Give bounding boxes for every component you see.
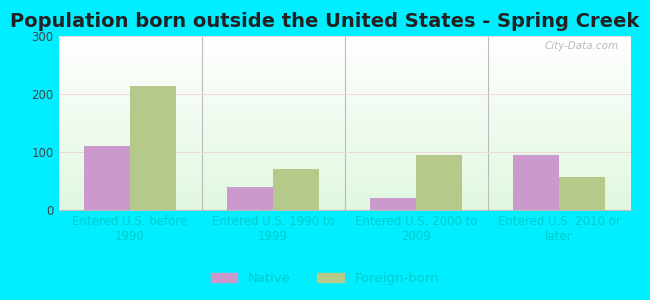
Text: Population born outside the United States - Spring Creek: Population born outside the United State… xyxy=(10,12,640,31)
Legend: Native, Foreign-born: Native, Foreign-born xyxy=(206,267,444,290)
Bar xyxy=(227,187,273,210)
Bar xyxy=(84,146,130,210)
Bar xyxy=(130,86,176,210)
Text: City-Data.com: City-Data.com xyxy=(545,41,619,51)
Bar xyxy=(559,177,604,210)
Bar xyxy=(514,155,559,210)
Bar xyxy=(273,169,318,210)
Bar xyxy=(416,155,462,210)
Bar xyxy=(370,198,416,210)
